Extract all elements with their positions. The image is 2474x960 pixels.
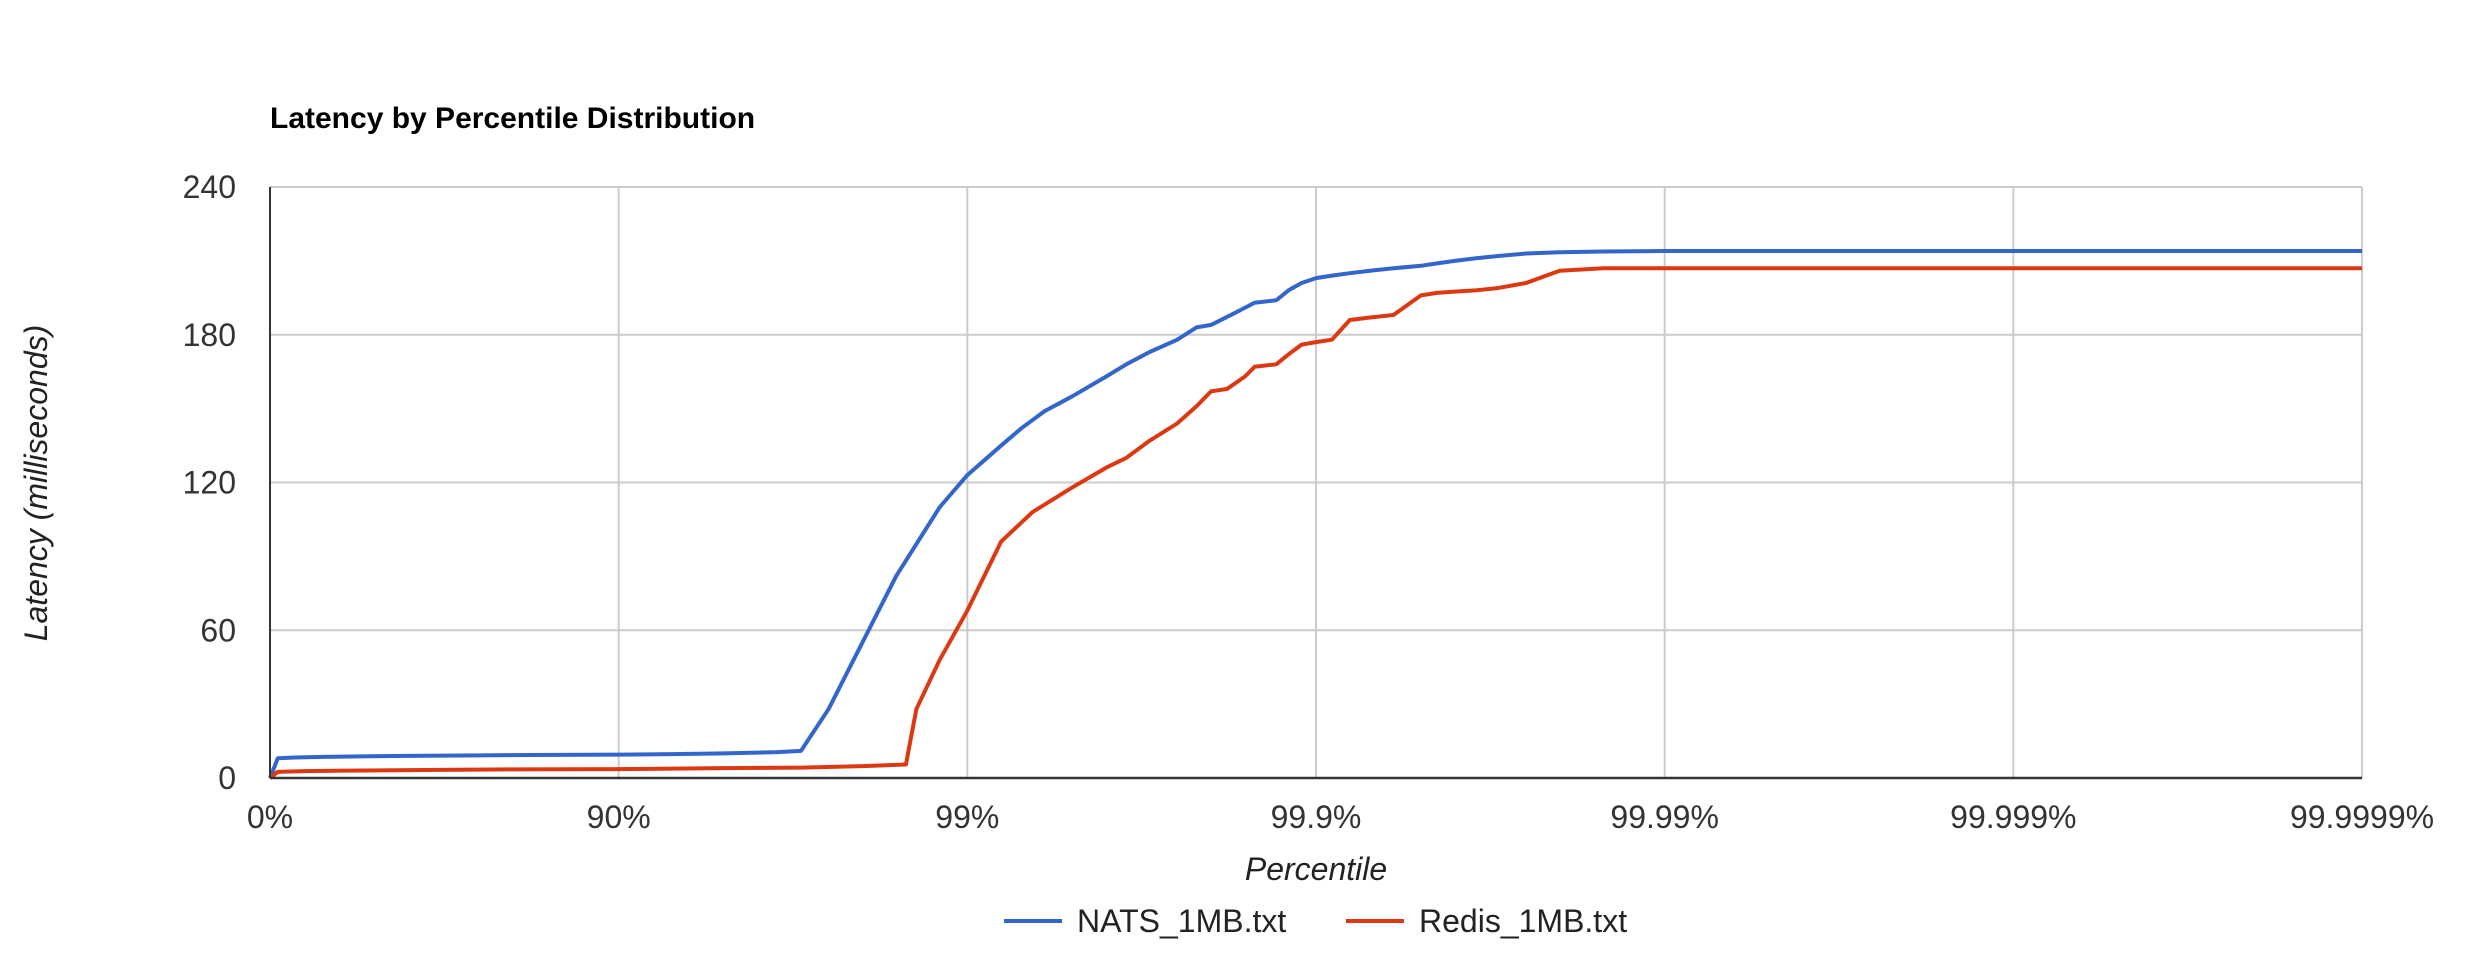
x-tick-label: 90% bbox=[587, 799, 651, 835]
y-tick-label: 0 bbox=[218, 760, 236, 796]
axes bbox=[269, 187, 2362, 780]
x-tick-label: 99% bbox=[935, 799, 999, 835]
y-tick-label: 60 bbox=[200, 612, 236, 648]
legend-label: Redis_1MB.txt bbox=[1419, 903, 1627, 939]
x-tick-label: 0% bbox=[247, 799, 293, 835]
y-tick-label: 180 bbox=[183, 317, 236, 353]
chart-title: Latency by Percentile Distribution bbox=[270, 102, 755, 135]
legend: NATS_1MB.txt Redis_1MB.txt bbox=[1004, 903, 1627, 939]
grid-lines bbox=[270, 186, 2363, 778]
tick-labels: 0 60 120 180 240 0% 90% 99% 99.9% 99.99% 99.999% 99… bbox=[183, 169, 2434, 835]
series-line-nats bbox=[268, 249, 2362, 779]
series-line-redis bbox=[268, 266, 2362, 780]
y-tick-label: 240 bbox=[183, 169, 236, 205]
x-tick-label: 99.9% bbox=[1271, 799, 1362, 835]
x-axis-title: Percentile bbox=[1245, 851, 1387, 887]
x-tick-label: 99.9999% bbox=[2290, 799, 2434, 835]
x-tick-label: 99.999% bbox=[1950, 799, 2076, 835]
series-lines bbox=[268, 249, 2362, 780]
x-tick-label: 99.99% bbox=[1610, 799, 1719, 835]
y-tick-label: 120 bbox=[183, 465, 236, 501]
y-axis-title: Latency (milliseconds) bbox=[18, 325, 54, 642]
legend-label: NATS_1MB.txt bbox=[1077, 903, 1286, 939]
